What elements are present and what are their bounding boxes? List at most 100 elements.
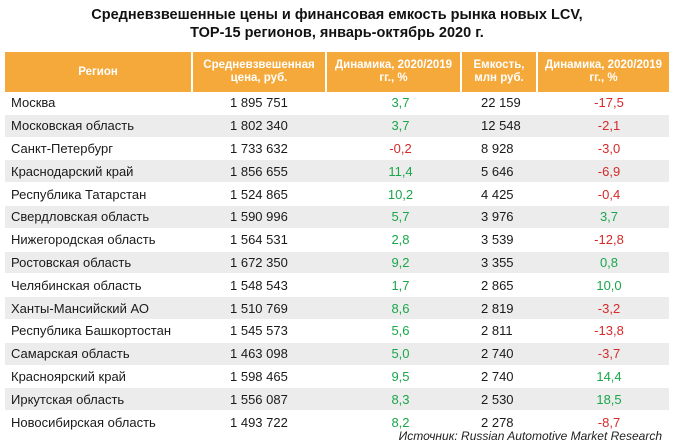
table-row: Ростовская область 1 672 350 9,2 3 355 0,8 xyxy=(5,251,669,275)
source-note: Источник: Russian Automotive Market Rese… xyxy=(398,429,662,443)
header-price: Средневзвешенная цена, руб. xyxy=(192,52,327,92)
cell-capacity-dynamics: -12,8 xyxy=(537,228,669,252)
cell-capacity: 12 548 xyxy=(461,114,537,138)
cell-capacity: 5 646 xyxy=(461,159,537,184)
cell-price: 1 545 573 xyxy=(192,319,326,343)
cell-capacity-dynamics: -3,7 xyxy=(537,342,669,366)
cell-capacity-dynamics: -2,1 xyxy=(537,114,669,138)
cell-price: 1 556 087 xyxy=(192,387,326,412)
cell-region: Краснодарский край xyxy=(5,159,192,184)
table-row: Московская область 1 802 340 3,7 12 548 -2,1 xyxy=(5,114,669,138)
cell-capacity-dynamics: 18,5 xyxy=(537,387,669,412)
cell-price: 1 510 769 xyxy=(192,296,326,320)
regions-table: Регион Средневзвешенная цена, руб. Динам… xyxy=(5,52,669,434)
cell-region: Республика Башкортостан xyxy=(5,319,192,343)
cell-price-dynamics: 10,2 xyxy=(326,182,461,206)
cell-region: Свердловская область xyxy=(5,205,192,229)
cell-region: Санкт-Петербург xyxy=(5,137,192,161)
cell-region: Иркутская область xyxy=(5,387,192,412)
cell-price-dynamics: 8,2 xyxy=(326,410,461,434)
table-row: Нижегородская область 1 564 531 2,8 3 539 -1… xyxy=(5,228,669,252)
cell-price-dynamics: 8,6 xyxy=(326,296,461,320)
cell-region: Московская область xyxy=(5,114,192,138)
cell-capacity-dynamics: -6,9 xyxy=(537,159,669,184)
cell-price-dynamics: 3,7 xyxy=(326,114,461,138)
cell-capacity: 3 976 xyxy=(461,205,537,229)
cell-capacity-dynamics: -3,0 xyxy=(537,137,669,161)
title-line-1: Средневзвешенные цены и финансовая емкос… xyxy=(91,7,583,23)
cell-price: 1 672 350 xyxy=(192,251,326,275)
cell-capacity: 2 530 xyxy=(461,387,537,412)
cell-capacity: 3 539 xyxy=(461,228,537,252)
table-row: Иркутская область 1 556 087 8,3 2 530 18,5 xyxy=(5,387,669,412)
cell-price: 1 802 340 xyxy=(192,114,326,138)
table-row: Республика Татарстан 1 524 865 10,2 4 425 -0… xyxy=(5,182,669,206)
cell-capacity: 2 278 xyxy=(461,410,537,434)
table-row: Санкт-Петербург 1 733 632 -0,2 8 928 -3,0 xyxy=(5,137,669,161)
cell-price-dynamics: 2,8 xyxy=(326,228,461,252)
cell-price-dynamics: 3,7 xyxy=(326,92,461,115)
cell-region: Красноярский край xyxy=(5,365,192,389)
cell-price: 1 895 751 xyxy=(192,92,326,115)
header-price-dynamics: Динамика, 2020/2019 гг., % xyxy=(326,52,462,92)
cell-capacity: 2 740 xyxy=(461,342,537,366)
header-region: Регион xyxy=(5,52,193,92)
cell-price: 1 548 543 xyxy=(192,273,326,298)
cell-capacity: 2 740 xyxy=(461,365,537,389)
cell-capacity-dynamics: 14,4 xyxy=(537,365,669,389)
table-row: Новосибирская область 1 493 722 8,2 2 278 -8… xyxy=(5,410,669,434)
cell-price-dynamics: 8,3 xyxy=(326,387,461,412)
cell-region: Новосибирская область xyxy=(5,410,192,434)
cell-region: Самарская область xyxy=(5,342,192,366)
cell-price: 1 598 465 xyxy=(192,365,326,389)
table-row: Красноярский край 1 598 465 9,5 2 740 14,4 xyxy=(5,365,669,389)
cell-price: 1 493 722 xyxy=(192,410,326,434)
table-row: Самарская область 1 463 098 5,0 2 740 -3,7 xyxy=(5,342,669,366)
cell-price-dynamics: 5,6 xyxy=(326,319,461,343)
table-body: Москва 1 895 751 3,7 22 159 -17,5 Московская … xyxy=(5,92,669,434)
cell-capacity: 4 425 xyxy=(461,182,537,206)
cell-capacity: 2 865 xyxy=(461,273,537,298)
cell-price-dynamics: 5,7 xyxy=(326,205,461,229)
cell-region: Нижегородская область xyxy=(5,228,192,252)
cell-price-dynamics: 5,0 xyxy=(326,342,461,366)
cell-capacity-dynamics: 0,8 xyxy=(537,251,669,275)
cell-capacity: 3 355 xyxy=(461,251,537,275)
cell-region: Челябинская область xyxy=(5,273,192,298)
table-header-row: Регион Средневзвешенная цена, руб. Динам… xyxy=(5,52,669,92)
title-line-2: ТОР-15 регионов, январь-октябрь 2020 г. xyxy=(190,25,484,41)
cell-price-dynamics: 9,5 xyxy=(326,365,461,389)
cell-price: 1 590 996 xyxy=(192,205,326,229)
cell-capacity-dynamics: 3,7 xyxy=(537,205,669,229)
table-row: Челябинская область 1 548 543 1,7 2 865 10,0 xyxy=(5,273,669,298)
cell-capacity: 22 159 xyxy=(461,92,537,115)
cell-price-dynamics: 9,2 xyxy=(326,251,461,275)
cell-price-dynamics: 1,7 xyxy=(326,273,461,298)
cell-capacity: 2 819 xyxy=(461,296,537,320)
cell-price: 1 463 098 xyxy=(192,342,326,366)
table-row: Москва 1 895 751 3,7 22 159 -17,5 xyxy=(5,92,669,115)
cell-price-dynamics: -0,2 xyxy=(326,137,461,161)
cell-region: Республика Татарстан xyxy=(5,182,192,206)
cell-capacity-dynamics: 10,0 xyxy=(537,273,669,298)
table-row: Свердловская область 1 590 996 5,7 3 976 3,7 xyxy=(5,205,669,229)
cell-region: Москва xyxy=(5,92,192,115)
cell-region: Ханты-Мансийский АО xyxy=(5,296,192,320)
cell-capacity-dynamics: -3,2 xyxy=(537,296,669,320)
cell-capacity-dynamics: -13,8 xyxy=(537,319,669,343)
cell-price: 1 856 655 xyxy=(192,159,326,184)
cell-price: 1 524 865 xyxy=(192,182,326,206)
header-capacity: Емкость, млн руб. xyxy=(461,52,538,92)
cell-price-dynamics: 11,4 xyxy=(326,159,461,184)
cell-price: 1 564 531 xyxy=(192,228,326,252)
table-row: Республика Башкортостан 1 545 573 5,6 2 811… xyxy=(5,319,669,343)
cell-capacity-dynamics: -17,5 xyxy=(537,92,669,115)
cell-capacity-dynamics: -0,4 xyxy=(537,182,669,206)
table-row: Краснодарский край 1 856 655 11,4 5 646 -6,9 xyxy=(5,159,669,184)
cell-capacity: 2 811 xyxy=(461,319,537,343)
page-title: Средневзвешенные цены и финансовая емкос… xyxy=(0,6,674,42)
cell-region: Ростовская область xyxy=(5,251,192,275)
table-row: Ханты-Мансийский АО 1 510 769 8,6 2 819 -3,2 xyxy=(5,296,669,320)
cell-price: 1 733 632 xyxy=(192,137,326,161)
header-capacity-dynamics: Динамика, 2020/2019 гг., % xyxy=(537,52,669,92)
